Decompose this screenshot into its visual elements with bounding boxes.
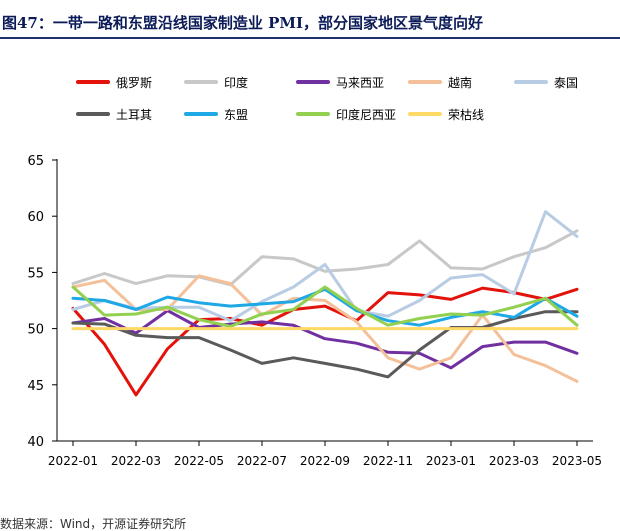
y-tick-label: 40 [27,435,44,450]
legend-label: 土耳其 [116,108,152,122]
legend-label: 泰国 [554,76,578,90]
legend-label: 东盟 [224,108,248,122]
legend-label: 印度 [224,75,248,90]
x-tick-label: 2022-05 [174,454,224,468]
chart-series [71,210,579,397]
x-axis-ticks: 2022-01 2022-03 2022-05 2022-07 2022-09 2022-… [48,441,602,468]
x-tick-label: 2022-07 [237,454,287,468]
y-axis-ticks: 40 45 50 55 60 65 [27,154,57,450]
x-tick-label: 2023-01 [426,454,476,468]
legend-label: 印度尼西亚 [336,107,396,122]
x-tick-label: 2022-11 [363,454,413,468]
legend-label: 俄罗斯 [116,76,152,90]
series-line-4 [71,210,579,323]
y-tick-label: 55 [27,266,44,281]
x-tick-label: 2022-09 [300,454,350,468]
series-line-1 [71,229,579,287]
y-tick-label: 50 [27,323,44,338]
x-tick-label: 2023-03 [489,454,539,468]
legend-label: 越南 [448,75,472,90]
x-tick-label: 2023-05 [552,454,602,468]
series-line-2 [71,309,579,370]
y-tick-label: 65 [27,154,44,169]
series-line-5 [71,310,579,379]
data-source-note: 数据来源：Wind，开源证券研究所 [0,517,187,531]
series-line-0 [71,286,579,397]
y-tick-label: 60 [27,210,44,225]
x-tick-label: 2022-01 [48,454,98,468]
series-line-7 [71,285,579,328]
title-divider [0,37,620,39]
legend-label: 荣枯线 [448,107,484,122]
y-tick-label: 45 [27,379,44,394]
legend-label: 马来西亚 [336,76,384,90]
figure-title: 图47：一带一路和东盟沿线国家制造业 PMI，部分国家地区景气度向好 [2,14,483,32]
x-tick-label: 2022-03 [111,454,161,468]
